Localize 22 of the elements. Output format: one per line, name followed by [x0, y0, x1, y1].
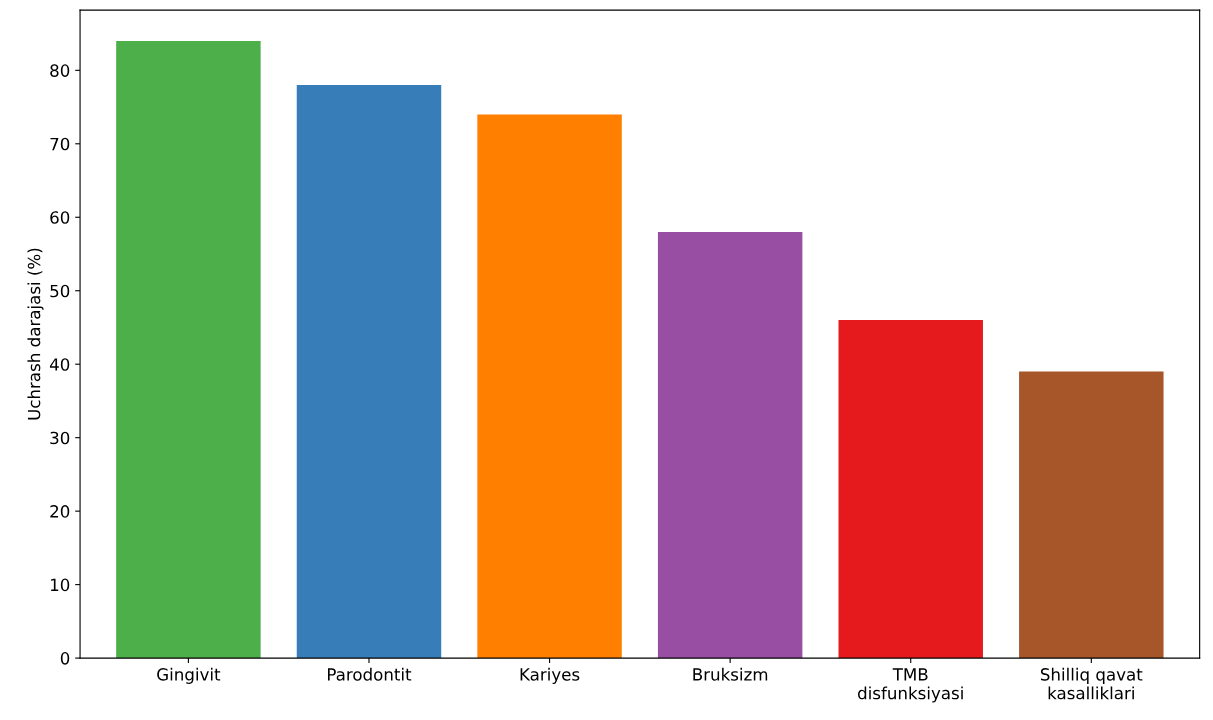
bar: [477, 114, 622, 659]
bar: [657, 231, 803, 659]
x-tick-label: Kariyes: [520, 667, 580, 684]
y-tick-label: 30: [50, 431, 70, 445]
bar: [116, 40, 261, 659]
y-tick-label: 80: [50, 64, 70, 77]
y-tick-label: 70: [50, 137, 70, 151]
bar: [1019, 371, 1164, 659]
x-tick-label: Parodontit: [328, 667, 412, 681]
x-tick-label: TMB disfunksiyasi: [858, 668, 963, 703]
y-axis-title: Uchrash darajasi (%): [27, 248, 44, 420]
y-tick-label: 60: [50, 211, 70, 224]
bar: [296, 85, 442, 659]
y-tick-label: 0: [60, 652, 70, 665]
x-tick-label: Shilliq qavat kasalliklari: [1040, 667, 1143, 700]
bar: [838, 320, 983, 659]
x-tick-label: Bruksizm: [693, 667, 768, 681]
y-tick-label: 10: [50, 578, 70, 592]
y-tick-label: 40: [49, 358, 70, 371]
y-tick-label: 20: [50, 505, 70, 518]
x-tick-label: Gingivit: [157, 667, 221, 684]
y-tick-label: 50: [50, 284, 70, 298]
